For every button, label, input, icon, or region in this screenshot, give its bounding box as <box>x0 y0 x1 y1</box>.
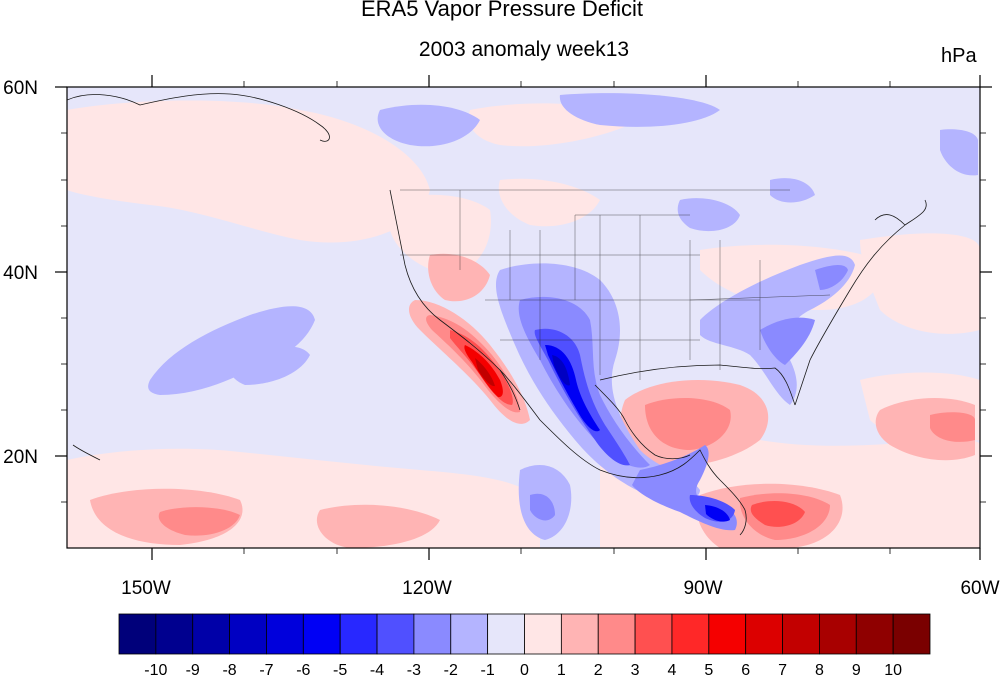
colorbar-swatch <box>118 613 157 655</box>
map-subtitle: 2003 anomaly week13 <box>418 38 630 61</box>
colorbar-level-label: 8 <box>814 662 824 679</box>
colorbar-level-label: 3 <box>630 662 640 679</box>
colorbar-level-label: 6 <box>741 662 751 679</box>
colorbar-swatch <box>450 613 489 655</box>
caribbean-core <box>750 500 805 527</box>
colorbar-level-label: -7 <box>259 662 274 679</box>
lon-label-90w: 90W <box>683 578 722 599</box>
colorbar-level-label: 7 <box>778 662 787 679</box>
colorbar-level-label: 0 <box>520 662 529 679</box>
colorbar-level-label: 2 <box>593 662 603 679</box>
colorbar-level-label: -4 <box>369 662 385 679</box>
colorbar-swatch <box>560 613 599 655</box>
baja-california-positive <box>408 300 530 424</box>
colorbar <box>118 613 931 655</box>
colorbar-swatch <box>266 613 304 655</box>
colorbar-level-label: -3 <box>406 662 422 679</box>
colorbar-level-label: 4 <box>667 662 677 679</box>
colorbar-swatch <box>671 613 710 655</box>
lon-label-150w: 150W <box>121 578 171 599</box>
colorbar-swatch <box>229 613 267 655</box>
central-america-negative <box>518 445 737 540</box>
colorbar-level-label: -6 <box>296 662 311 679</box>
colorbar-swatch <box>302 613 341 655</box>
colorbar-level-label: 5 <box>704 662 714 679</box>
lat-label-60n: 60N <box>3 78 38 99</box>
minor-ticks <box>61 81 986 554</box>
colorbar-swatch <box>155 613 194 655</box>
colorbar-level-label: 10 <box>884 662 903 679</box>
colorbar-swatch <box>413 613 452 655</box>
us-east-coast-core <box>760 265 848 365</box>
colorbar-swatch <box>192 613 230 655</box>
colorbar-swatch <box>634 613 673 655</box>
colorbar-swatch <box>855 613 894 655</box>
lat-label-40n: 40N <box>3 263 38 284</box>
coastlines <box>67 93 927 536</box>
mexico-plateau-negative <box>495 263 700 502</box>
colorbar-swatch <box>745 613 783 655</box>
colorbar-level-label: -1 <box>480 662 495 679</box>
colorbar-swatch <box>782 613 820 655</box>
colorbar-swatch <box>376 613 415 655</box>
colorbar-level-label: -5 <box>333 662 348 679</box>
pacific-negative-band <box>148 93 978 395</box>
colorbar-swatch <box>708 613 747 655</box>
map-title: ERA5 Vapor Pressure Deficit <box>360 0 644 21</box>
units-label: hPa <box>941 45 977 67</box>
lon-label-60w: 60W <box>960 578 999 599</box>
axis-ticks <box>55 75 992 560</box>
colorbar-level-label: -8 <box>222 662 237 679</box>
colorbar-swatch <box>819 613 857 655</box>
colorbar-swatch <box>487 613 525 655</box>
plot-frame <box>66 86 981 549</box>
anomaly-field <box>67 87 980 548</box>
colorbar-level-label: -2 <box>443 662 458 679</box>
colorbar-swatch <box>892 613 931 655</box>
colorbar-swatch <box>339 613 378 655</box>
colorbar-level-label: 1 <box>556 662 566 679</box>
colorbar-level-label: -10 <box>144 662 168 679</box>
colorbar-level-label: 9 <box>851 662 861 679</box>
colorbar-swatch <box>524 613 562 655</box>
colorbar-level-label: -9 <box>185 662 200 679</box>
lon-label-120w: 120W <box>402 578 452 599</box>
state-borders <box>400 189 831 380</box>
colorbar-swatch <box>597 613 636 655</box>
lat-label-20n: 20N <box>3 447 38 468</box>
